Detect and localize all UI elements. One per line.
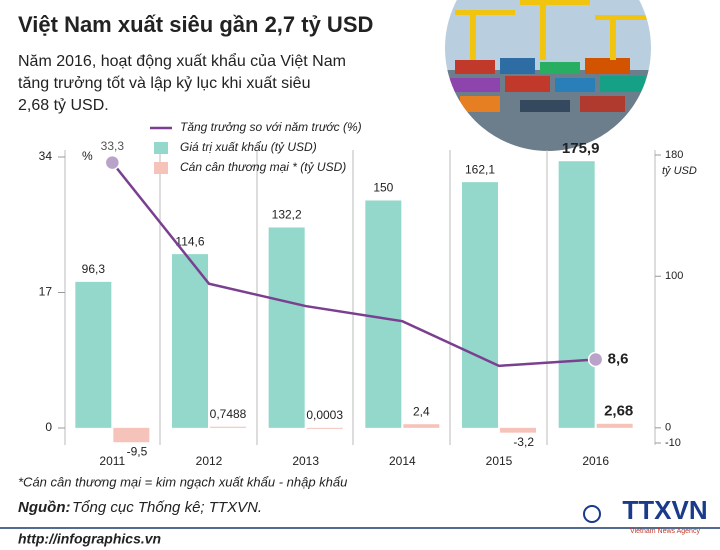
y-tick-label: 17 xyxy=(39,285,53,299)
value-label: 175,9 xyxy=(562,140,600,157)
value-label: 0,7488 xyxy=(210,407,247,421)
value-label: 162,1 xyxy=(465,162,495,176)
bar xyxy=(268,227,305,428)
legend-swatch xyxy=(154,162,168,174)
legend-label: Giá trị xuất khẩu (tỷ USD) xyxy=(180,140,317,154)
separators xyxy=(64,150,656,445)
subtitle-line: tăng trưởng tốt và lập kỷ lục khi xuất s… xyxy=(18,75,310,92)
bar xyxy=(558,161,595,428)
logo-sub: Vietnam News Agency xyxy=(630,528,700,535)
subtitle-line: Năm 2016, hoạt động xuất khẩu của Việt N… xyxy=(18,52,346,70)
bar xyxy=(403,424,440,428)
photo xyxy=(443,0,653,153)
value-label: 2,68 xyxy=(604,403,633,420)
value-label: 8,6 xyxy=(608,350,629,367)
title: Việt Nam xuất siêu gần 2,7 tỷ USD xyxy=(18,12,373,37)
y-tick-label: 0 xyxy=(45,420,52,434)
line-marker xyxy=(104,154,121,171)
value-label: 114,6 xyxy=(175,234,204,248)
x-tick-label: 2012 xyxy=(196,454,223,468)
bar xyxy=(172,254,208,428)
value-label: 33,3 xyxy=(101,139,125,153)
x-tick-label: 2013 xyxy=(292,454,319,468)
logo: TTXVN xyxy=(622,495,707,525)
legend-swatch xyxy=(154,142,168,154)
photo-frame xyxy=(441,0,655,155)
y2-tick-label: 180 xyxy=(665,149,683,161)
value-label: 150 xyxy=(373,181,393,195)
x-tick-label: 2015 xyxy=(486,454,513,468)
y2-tick-label: 0 xyxy=(665,422,671,434)
legend-label: Cán cân thương mại * (tỷ USD) xyxy=(180,160,346,174)
bar xyxy=(210,426,246,428)
y2-tick-label: 100 xyxy=(665,270,683,282)
value-label: -9,5 xyxy=(127,444,148,458)
subtitle-line: 2,68 tỷ USD. xyxy=(18,97,109,114)
y-tick-label: 34 xyxy=(39,149,53,163)
value-label: 132,2 xyxy=(272,208,302,222)
x-tick-label: 2014 xyxy=(389,454,416,468)
y2-unit: tỷ USD xyxy=(662,165,697,177)
y2-tick-label: -10 xyxy=(665,437,681,449)
value-label: 96,3 xyxy=(82,262,106,276)
bar xyxy=(500,427,536,433)
url: http://infographics.vn xyxy=(18,531,161,547)
legend-label: Tăng trưởng so với năm trước (%) xyxy=(180,120,362,134)
bar xyxy=(596,423,633,428)
bar xyxy=(306,427,343,429)
source: Tổng cục Thống kê; TTXVN. xyxy=(72,499,262,516)
line xyxy=(111,161,596,368)
copyright-icon xyxy=(583,505,601,523)
value-label: -3,2 xyxy=(513,435,534,449)
x-tick-label: 2016 xyxy=(582,454,609,468)
line-marker xyxy=(587,351,604,368)
bar xyxy=(365,200,402,428)
bar xyxy=(75,281,112,428)
y-unit: % xyxy=(82,149,93,163)
value-label: 0,0003 xyxy=(306,408,343,422)
bar xyxy=(462,182,498,428)
bar xyxy=(113,427,150,443)
value-label: 2,4 xyxy=(413,404,430,418)
footnote: *Cán cân thương mại = kim ngạch xuất khẩ… xyxy=(18,474,347,489)
source-label: Nguồn: xyxy=(18,499,70,516)
x-tick-label: 2011 xyxy=(99,454,125,468)
